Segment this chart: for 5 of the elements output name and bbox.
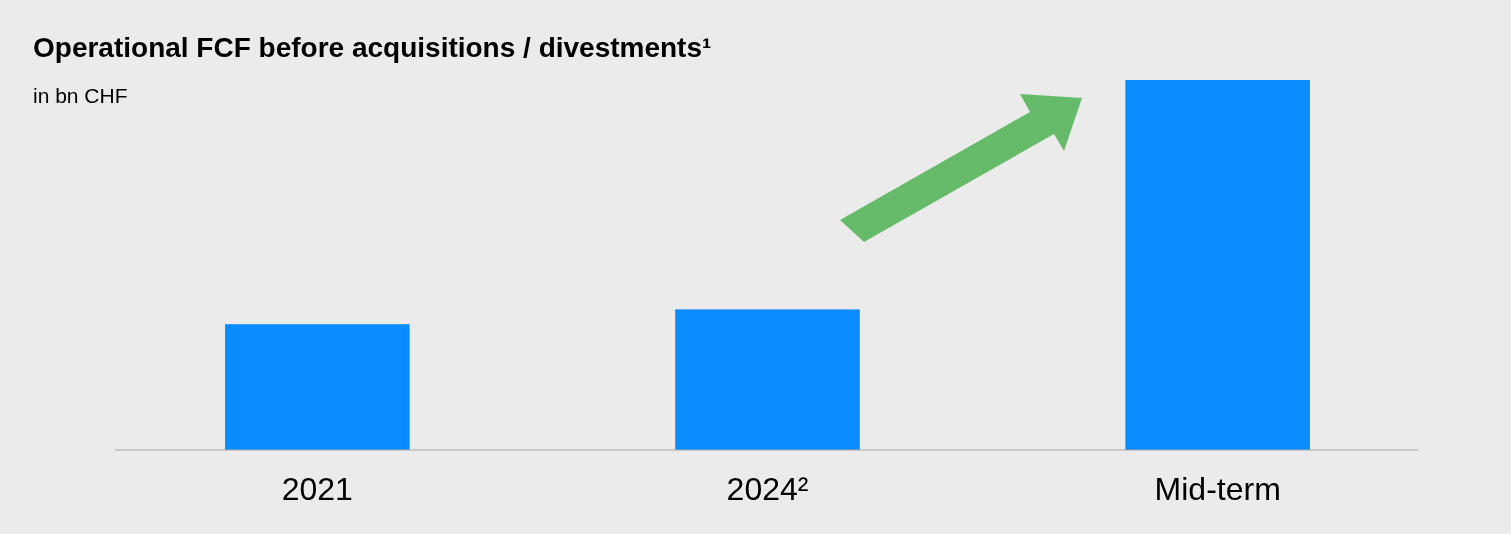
chart-subtitle: in bn CHF <box>33 84 128 107</box>
x-tick-label: Mid-term <box>1154 471 1281 507</box>
x-tick-label: 2021 <box>281 471 353 507</box>
x-tick-label: 2024² <box>726 471 809 507</box>
chart-title: Operational FCF before acquisitions / divestments¹ <box>33 32 712 63</box>
